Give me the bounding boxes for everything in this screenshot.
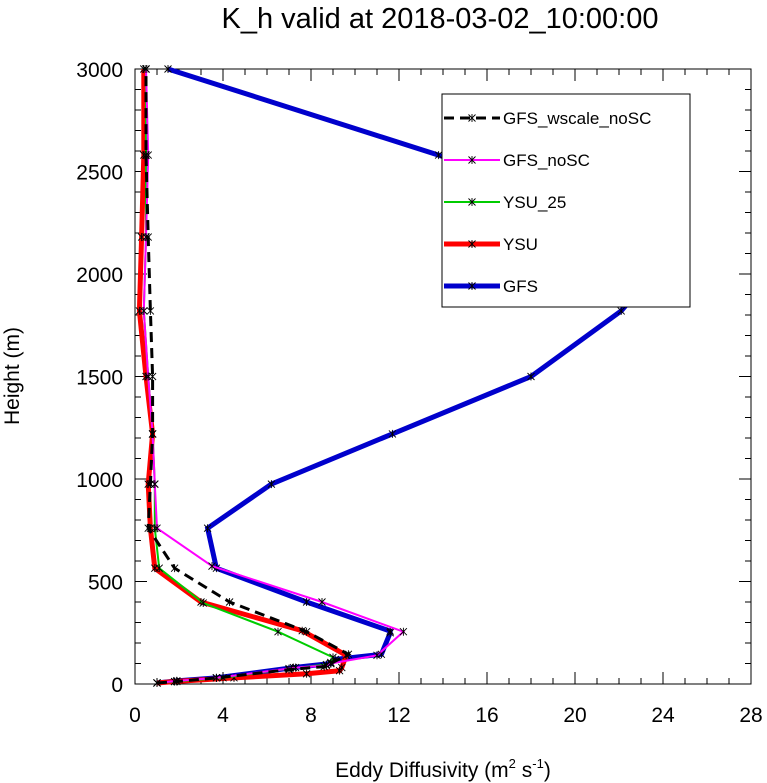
x-tick-label: 0 xyxy=(129,704,141,727)
data-point-gfs-nosc xyxy=(399,627,408,636)
legend-label-gfs-nosc: GFS_noSC xyxy=(503,151,590,170)
data-point-gfs-wscale-nosc xyxy=(285,665,293,674)
data-point-gfs xyxy=(388,429,397,438)
x-tick-label: 28 xyxy=(739,704,762,727)
legend-label-gfs-wscale-nosc: GFS_wscale_noSC xyxy=(503,109,651,128)
legend-marker-gfs-nosc xyxy=(468,156,476,164)
x-axis-label-sup2: -1 xyxy=(532,756,544,771)
data-point-gfs-wscale-nosc xyxy=(148,372,157,381)
data-point-gfs-wscale-nosc xyxy=(144,233,153,242)
series-line-gfs-nosc xyxy=(142,68,406,684)
legend: GFS_wscale_noSC GFS_noSC YSU_25 YSU GFS xyxy=(441,93,691,308)
x-tick-label: 20 xyxy=(563,704,586,727)
data-point-gfs-wscale-nosc xyxy=(302,627,311,636)
data-point-gfs xyxy=(527,372,535,381)
data-point-gfs-wscale-nosc xyxy=(146,480,155,489)
series-line-ysu xyxy=(136,69,350,686)
series-line-gfs-wscale-nosc xyxy=(144,69,352,685)
x-tick-label: 16 xyxy=(475,704,498,727)
y-axis-label: Height (m) xyxy=(1,327,24,425)
data-point-gfs-wscale-nosc xyxy=(142,151,150,160)
legend-label-gfs: GFS xyxy=(503,277,538,296)
data-point-gfs xyxy=(617,306,626,315)
series-gfs-wscale-nosc xyxy=(142,65,353,687)
series-gfs-nosc xyxy=(139,65,408,687)
data-point-gfs-wscale-nosc xyxy=(170,564,179,573)
y-tick-label: 2000 xyxy=(76,264,123,287)
data-point-gfs-wscale-nosc xyxy=(142,65,150,73)
data-point-gfs-wscale-nosc xyxy=(320,662,329,671)
data-point-gfs xyxy=(302,598,311,606)
data-point-ysu-25 xyxy=(199,599,208,608)
data-point-gfs-wscale-nosc xyxy=(326,659,335,668)
legend-marker-gfs xyxy=(468,282,476,290)
series-line-ysu-25 xyxy=(142,69,335,684)
tick-labels: 0 4 8 12 16 20 24 28 0 500 1000 1500 2000 2500 3000 xyxy=(76,59,762,727)
legend-marker-ysu xyxy=(468,240,476,248)
x-tick-label: 8 xyxy=(305,704,317,727)
legend-marker-ysu-25 xyxy=(468,198,476,206)
x-axis-label-main: Eddy Diffusivity (m xyxy=(335,759,509,782)
data-point-gfs xyxy=(203,524,212,533)
data-point-gfs-nosc xyxy=(208,562,216,571)
data-point-gfs-wscale-nosc xyxy=(153,678,161,687)
legend-label-ysu-25: YSU_25 xyxy=(503,193,566,212)
y-tick-label: 1500 xyxy=(76,367,123,390)
data-point-gfs-wscale-nosc xyxy=(172,677,181,686)
series-layer xyxy=(135,65,690,687)
legend-box xyxy=(441,93,691,308)
data-point-gfs-wscale-nosc xyxy=(148,429,157,438)
legend-label-ysu: YSU xyxy=(503,235,538,254)
data-point-gfs-wscale-nosc xyxy=(144,524,153,533)
y-tick-label: 3000 xyxy=(76,59,123,82)
data-point-gfs-nosc xyxy=(153,524,161,533)
x-axis-label-mid: s xyxy=(516,759,532,782)
series-ysu xyxy=(135,65,351,687)
legend-marker-gfs-wscale-nosc xyxy=(468,114,476,122)
data-point-gfs-nosc xyxy=(318,598,326,606)
data-point-gfs-wscale-nosc xyxy=(212,673,221,682)
data-point-gfs-wscale-nosc xyxy=(225,598,234,606)
y-tick-label: 1000 xyxy=(76,469,123,492)
data-point-gfs xyxy=(267,480,276,489)
chart-title: K_h valid at 2018-03-02_10:00:00 xyxy=(222,3,659,35)
data-point-gfs xyxy=(164,65,172,73)
series-ysu-25 xyxy=(139,65,337,687)
major-ticks xyxy=(134,68,752,685)
data-point-gfs-nosc xyxy=(139,306,148,315)
x-axis-label-sup1: 2 xyxy=(509,756,516,771)
x-tick-label: 24 xyxy=(651,704,675,727)
x-tick-label: 12 xyxy=(387,704,410,727)
data-point-ysu-25 xyxy=(155,564,164,573)
data-point-gfs-wscale-nosc xyxy=(146,306,155,315)
data-point-ysu-25 xyxy=(274,627,282,636)
x-axis-label: Eddy Diffusivity (m2 s-1) xyxy=(335,756,551,782)
data-point-gfs-wscale-nosc xyxy=(344,650,353,659)
y-tick-label: 0 xyxy=(111,674,123,697)
data-point-gfs xyxy=(434,151,443,160)
data-point-ysu xyxy=(337,663,346,672)
data-point-gfs-nosc xyxy=(150,480,159,489)
data-point-gfs-nosc xyxy=(373,651,381,660)
x-axis-label-end: ) xyxy=(544,759,551,782)
y-tick-label: 2500 xyxy=(76,162,123,185)
x-tick-label: 4 xyxy=(217,704,229,727)
y-tick-label: 500 xyxy=(88,572,123,595)
data-point-ysu xyxy=(302,669,311,678)
